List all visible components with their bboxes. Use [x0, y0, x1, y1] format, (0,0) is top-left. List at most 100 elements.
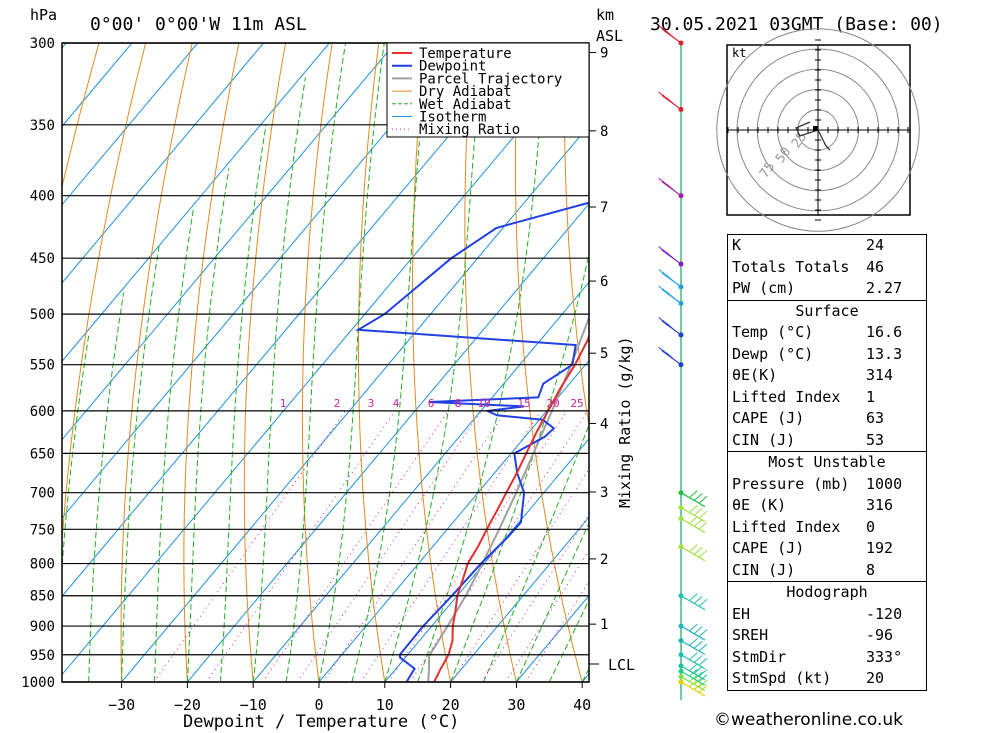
km-tick-label: 7	[600, 200, 608, 216]
wind-barb	[678, 623, 708, 641]
index-key: PW (cm)	[732, 279, 796, 297]
isotherm-line	[121, 124, 589, 682]
surface-title: Surface	[795, 301, 859, 320]
most-unstable-row: CAPE (J) 192	[728, 538, 926, 560]
index-value: 24	[866, 236, 885, 254]
dry-adiabat-line	[62, 43, 147, 548]
isotherm-line	[384, 438, 589, 682]
isotherm-line	[62, 43, 462, 519]
isotherm-line	[62, 43, 330, 363]
dry-adiabat-line	[982, 25, 1000, 682]
dry-adiabat-line	[243, 43, 287, 682]
legend-label: Mixing Ratio	[419, 122, 520, 138]
mixing-ratio-label: 10	[477, 397, 490, 410]
mixing-ratio-label: 15	[517, 397, 530, 410]
wind-barb	[658, 269, 684, 290]
most-unstable-key: Lifted Index	[732, 517, 841, 536]
dewpoint-line	[354, 201, 589, 682]
pressure-tick-label: 350	[30, 118, 55, 134]
surface-row: Lifted Index 1	[728, 387, 926, 409]
most-unstable-row: CIN (J) 8	[728, 560, 926, 582]
hodograph-row: EH -120	[728, 604, 926, 626]
surface-row: CIN (J) 53	[728, 430, 926, 452]
mixing-ratio-label: 4	[393, 397, 400, 410]
mixing-ratio-line	[481, 513, 589, 682]
legend-label: Wet Adiabat	[419, 97, 512, 113]
surface-key: θE(K)	[732, 366, 778, 384]
most-unstable-row: θE (K) 316	[728, 495, 926, 517]
hodograph-key: StmSpd (kt)	[732, 669, 832, 687]
pressure-tick-label: 1000	[21, 675, 55, 691]
mixing-ratio-line	[360, 410, 542, 682]
surface-key: CIN (J)	[732, 430, 796, 449]
pressure-tick-label: 900	[30, 619, 55, 635]
wet-adiabat-line	[351, 43, 430, 682]
most-unstable-value: 0	[866, 517, 876, 536]
wet-adiabat-line	[121, 246, 160, 682]
index-value: 46	[866, 257, 885, 276]
index-row: PW (cm) 2.27	[728, 278, 926, 300]
most-unstable-key: CIN (J)	[732, 560, 796, 579]
wind-barb	[658, 177, 684, 199]
location-title: 0°00' 0°00'W 11m ASL	[90, 14, 307, 35]
hodograph-ring-label: 50	[773, 145, 794, 166]
mixing-ratio-line	[205, 410, 396, 682]
surface-key: CAPE (J)	[732, 409, 805, 427]
dry-adiabat-line	[935, 25, 1000, 682]
hodograph-title: Hodograph	[786, 583, 868, 601]
surface-row: Dewp (°C) 13.3	[728, 344, 926, 366]
isotherm-line	[62, 43, 199, 206]
mixing-ratio-label: 20	[546, 397, 559, 410]
isotherm-line	[252, 281, 589, 682]
km-tick-label: 1	[600, 617, 608, 633]
most-unstable-key: CAPE (J)	[732, 539, 805, 557]
km-tick-label: 4	[600, 416, 608, 432]
hodograph-value: -120	[866, 604, 903, 623]
wind-barb	[678, 652, 708, 670]
surface-value: 53	[866, 430, 885, 449]
wind-barb	[678, 663, 708, 681]
mixing-ratio-label: 1	[280, 397, 287, 410]
isotherm-line	[62, 46, 589, 676]
isotherm-line	[62, 43, 264, 284]
index-value: 2.27	[866, 279, 903, 297]
plot-frame	[61, 42, 590, 683]
most-unstable-key: Pressure (mb)	[732, 474, 850, 493]
mixing-ratio-label: 8	[455, 397, 462, 410]
lcl-label: LCL	[608, 656, 635, 674]
mixing-ratio-label: 3	[368, 397, 375, 410]
surface-value: 16.6	[866, 323, 903, 341]
hodograph-row: SREH -96	[728, 625, 926, 647]
wind-barb	[678, 490, 708, 508]
isotherm-line	[187, 203, 589, 682]
hodograph-value: 333°	[866, 647, 903, 666]
pressure-tick-label: 800	[30, 557, 55, 573]
isotherm-line	[62, 43, 396, 441]
surface-key: Temp (°C)	[732, 323, 814, 341]
surface-value: 1	[866, 387, 876, 406]
wind-barb	[678, 516, 708, 534]
x-tick-label: 30	[507, 696, 525, 714]
temperature-line	[433, 333, 589, 682]
wind-barb	[658, 91, 684, 112]
dry-adiabat-line	[120, 43, 193, 682]
most-unstable-row: Pressure (mb) 1000	[728, 474, 926, 496]
wet-adiabat-line	[318, 43, 385, 682]
datetime-title: 30.05.2021 03GMT (Base: 00)	[650, 14, 943, 35]
wet-adiabat-line	[88, 292, 125, 682]
dry-adiabat-line	[464, 43, 517, 682]
most-unstable-row: Lifted Index 0	[728, 517, 926, 539]
surface-value: 314	[866, 366, 894, 384]
hodograph-row: StmSpd (kt) 20	[728, 668, 926, 690]
hodograph-key: SREH	[732, 626, 769, 644]
index-key: Totals Totals	[732, 257, 850, 276]
mixing-ratio-line	[505, 549, 589, 682]
surface-row: θE(K) 314	[728, 365, 926, 387]
copyright-text: ©weatheronline.co.uk	[714, 710, 904, 730]
hodograph-section: Hodograph EH -120 SREH -96 StmDir 333° StmSpd …	[727, 582, 927, 691]
surface-key: Dewp (°C)	[732, 344, 814, 363]
wet-adiabat-line	[417, 43, 548, 682]
hodograph-value: 20	[866, 669, 885, 687]
